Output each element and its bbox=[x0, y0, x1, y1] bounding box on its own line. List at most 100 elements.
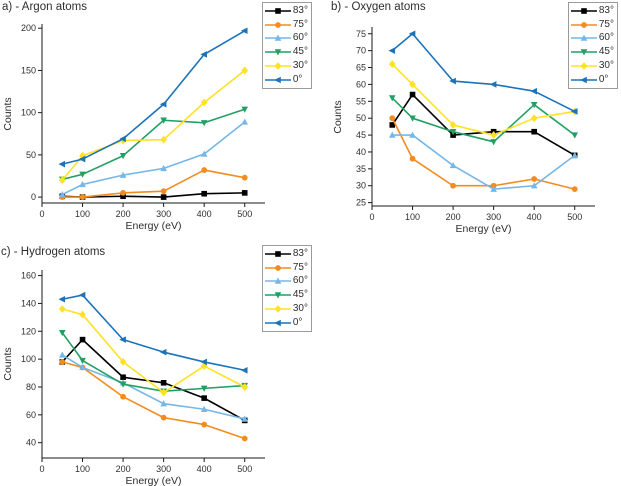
legend-entry: 75° bbox=[264, 18, 308, 32]
legend-entry: 60° bbox=[264, 32, 308, 46]
legend-triangle-up-icon bbox=[570, 34, 597, 42]
legend-label: 30° bbox=[292, 60, 308, 72]
svg-text:200: 200 bbox=[116, 464, 131, 474]
legend-diamond-icon bbox=[264, 305, 291, 313]
legend-triangle-left-icon bbox=[264, 76, 291, 84]
legend-circle-icon bbox=[264, 264, 291, 271]
svg-text:75: 75 bbox=[356, 29, 366, 39]
legend-triangle-left-icon bbox=[264, 319, 291, 327]
legend-label: 45° bbox=[292, 289, 308, 301]
svg-text:70: 70 bbox=[356, 46, 366, 56]
legend-triangle-down-icon bbox=[264, 49, 291, 56]
legend-entry: 60° bbox=[570, 32, 614, 46]
svg-text:200: 200 bbox=[21, 23, 36, 33]
legend-entry: 75° bbox=[570, 18, 614, 32]
svg-text:120: 120 bbox=[21, 326, 36, 336]
legend-label: 83° bbox=[598, 4, 614, 16]
svg-text:100: 100 bbox=[21, 108, 36, 118]
legend-entry: 30° bbox=[264, 302, 308, 316]
svg-text:300: 300 bbox=[486, 212, 501, 222]
y-axis-label: Counts bbox=[2, 96, 14, 131]
legend-oxygen: 83° 75° 60° 45° 30° 0° bbox=[567, 2, 618, 89]
legend-entry: 60° bbox=[264, 275, 308, 289]
y-axis-label: Counts bbox=[332, 99, 344, 134]
svg-text:45: 45 bbox=[356, 130, 366, 140]
legend-entry: 0° bbox=[264, 73, 308, 87]
legend-square-icon bbox=[264, 8, 291, 14]
svg-text:50: 50 bbox=[356, 113, 366, 123]
legend-square-icon bbox=[264, 251, 291, 257]
svg-text:100: 100 bbox=[75, 464, 90, 474]
plot-area-oxygen-icon: 0 100 200 300 400 500 25 30 35 40 45 50 55 60 65 70 75 bbox=[356, 27, 595, 222]
plot-area-hydrogen-icon: 0 100 200 300 400 500 40 60 80 100 120 140 160 bbox=[21, 270, 265, 474]
chart-oxygen: 0 100 200 300 400 500 25 30 35 40 45 50 55 60 65 70 75 b… bbox=[310, 0, 621, 242]
legend-entry: 30° bbox=[264, 59, 308, 73]
legend-triangle-left-icon bbox=[570, 76, 597, 84]
svg-text:60: 60 bbox=[356, 79, 366, 89]
legend-label: 0° bbox=[292, 316, 303, 328]
chart-argon: 0 100 200 300 400 500 0 50 100 150 200 a) - Argon … bbox=[0, 0, 315, 242]
svg-text:200: 200 bbox=[446, 212, 461, 222]
svg-text:300: 300 bbox=[156, 464, 171, 474]
legend-label: 60° bbox=[292, 32, 308, 44]
svg-text:400: 400 bbox=[527, 212, 542, 222]
svg-text:30: 30 bbox=[356, 181, 366, 191]
legend-circle-icon bbox=[570, 21, 597, 28]
plot-area-argon-icon: 0 100 200 300 400 500 0 50 100 150 200 bbox=[21, 23, 265, 219]
x-axis-label: Energy (eV) bbox=[125, 220, 182, 232]
legend-label: 75° bbox=[598, 18, 614, 30]
svg-text:0: 0 bbox=[39, 209, 44, 219]
svg-text:150: 150 bbox=[21, 65, 36, 75]
x-axis-label: Energy (eV) bbox=[125, 475, 182, 486]
legend-hydrogen: 83° 75° 60° 45° 30° 0° bbox=[261, 245, 312, 332]
legend-circle-icon bbox=[264, 21, 291, 28]
svg-text:500: 500 bbox=[237, 209, 252, 219]
legend-diamond-icon bbox=[570, 62, 597, 70]
svg-text:140: 140 bbox=[21, 298, 36, 308]
legend-label: 45° bbox=[598, 46, 614, 58]
legend-label: 30° bbox=[598, 60, 614, 72]
svg-text:50: 50 bbox=[26, 150, 36, 160]
svg-text:65: 65 bbox=[356, 63, 366, 73]
svg-text:200: 200 bbox=[116, 209, 131, 219]
legend-diamond-icon bbox=[264, 62, 291, 70]
x-axis-label: Energy (eV) bbox=[455, 223, 512, 235]
legend-argon: 83° 75° 60° 45° 30° 0° bbox=[261, 2, 312, 89]
legend-label: 60° bbox=[598, 32, 614, 44]
svg-text:40: 40 bbox=[26, 438, 36, 448]
legend-label: 30° bbox=[292, 303, 308, 315]
chart-title-argon: a) - Argon atoms bbox=[2, 1, 88, 13]
legend-triangle-down-icon bbox=[264, 292, 291, 299]
svg-text:0: 0 bbox=[369, 212, 374, 222]
legend-label: 75° bbox=[292, 261, 308, 273]
svg-text:300: 300 bbox=[156, 209, 171, 219]
legend-label: 60° bbox=[292, 275, 308, 287]
legend-triangle-up-icon bbox=[264, 34, 291, 42]
legend-entry: 30° bbox=[570, 59, 614, 73]
svg-text:400: 400 bbox=[197, 209, 212, 219]
legend-entry: 45° bbox=[264, 45, 308, 59]
chart-title-oxygen: b) - Oxygen atoms bbox=[331, 1, 426, 13]
svg-text:500: 500 bbox=[567, 212, 582, 222]
legend-entry: 83° bbox=[570, 4, 614, 18]
chart-hydrogen: 0 100 200 300 400 500 40 60 80 100 120 140 160 c) - … bbox=[0, 243, 315, 486]
legend-triangle-up-icon bbox=[264, 277, 291, 285]
svg-text:35: 35 bbox=[356, 164, 366, 174]
svg-text:100: 100 bbox=[75, 209, 90, 219]
svg-text:0: 0 bbox=[39, 464, 44, 474]
svg-text:100: 100 bbox=[405, 212, 420, 222]
svg-text:0: 0 bbox=[31, 192, 36, 202]
legend-label: 45° bbox=[292, 46, 308, 58]
legend-label: 83° bbox=[292, 4, 308, 16]
svg-text:25: 25 bbox=[356, 198, 366, 208]
legend-entry: 0° bbox=[264, 316, 308, 330]
legend-entry: 83° bbox=[264, 4, 308, 18]
legend-label: 0° bbox=[292, 73, 303, 85]
legend-label: 75° bbox=[292, 18, 308, 30]
y-axis-label: Counts bbox=[2, 347, 14, 381]
svg-text:160: 160 bbox=[21, 271, 36, 281]
legend-square-icon bbox=[570, 8, 597, 14]
svg-text:400: 400 bbox=[197, 464, 212, 474]
svg-text:80: 80 bbox=[26, 382, 36, 392]
